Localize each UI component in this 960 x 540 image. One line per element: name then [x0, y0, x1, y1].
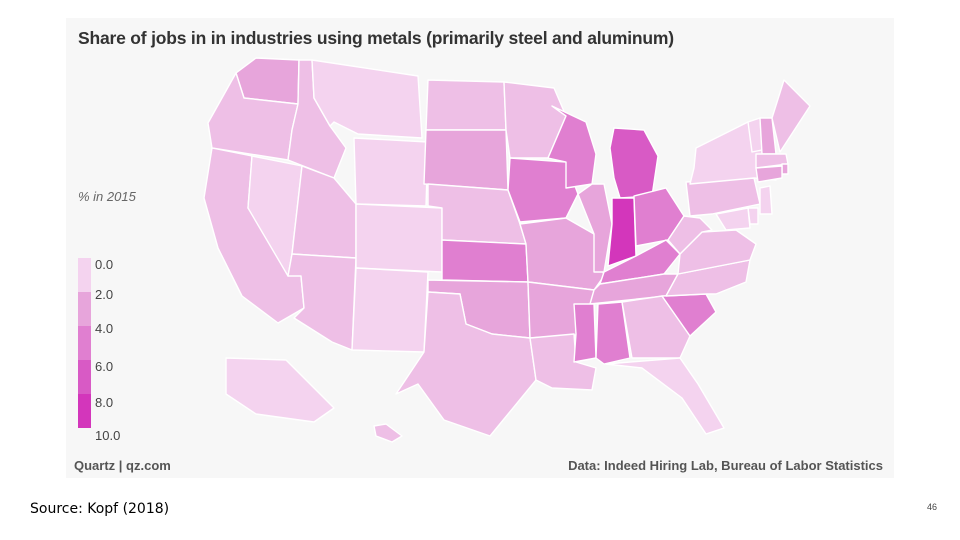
state-mi	[609, 127, 659, 199]
states-layer	[203, 57, 811, 443]
state-mo	[519, 217, 605, 291]
state-il	[577, 183, 613, 273]
map-figure: Share of jobs in in industries using met…	[66, 18, 894, 478]
slide-source-note: Source: Kopf (2018)	[30, 501, 170, 517]
state-fl	[605, 357, 725, 435]
state-md	[715, 207, 751, 231]
legend-swatch	[78, 326, 91, 360]
state-nj	[759, 185, 773, 215]
page-number: 46	[927, 502, 938, 512]
state-sd	[423, 129, 509, 191]
credit-quartz: Quartz | qz.com	[74, 458, 171, 473]
state-me	[771, 79, 811, 153]
state-in	[607, 197, 637, 267]
legend-label: 8.0	[95, 395, 114, 410]
us-choropleth-map	[203, 57, 811, 443]
state-nd	[425, 79, 507, 131]
legend-label: 6.0	[95, 359, 114, 374]
legend-label: 2.0	[95, 287, 114, 302]
state-ak	[225, 357, 335, 423]
state-hi	[373, 423, 403, 443]
state-al	[595, 301, 631, 365]
state-wa	[235, 57, 300, 105]
legend-label: 0.0	[95, 257, 114, 272]
state-ms	[573, 303, 597, 363]
state-ks	[441, 239, 529, 283]
state-wy	[353, 137, 429, 207]
state-mt	[311, 59, 423, 139]
legend-label: 10.0	[95, 428, 121, 443]
state-nm	[351, 267, 429, 353]
credit-data-source: Data: Indeed Hiring Lab, Bureau of Labor…	[568, 458, 883, 473]
legend-swatch	[78, 394, 91, 428]
map-title: Share of jobs in in industries using met…	[78, 28, 674, 48]
color-legend: 0.0 2.0 4.0 6.0 8.0 10.0	[78, 258, 148, 446]
state-ut	[291, 165, 357, 259]
state-ri	[781, 163, 789, 175]
legend-title: % in 2015	[78, 189, 136, 204]
state-ga	[621, 295, 691, 359]
state-wv	[667, 215, 713, 255]
state-ct	[755, 165, 783, 183]
legend-swatch	[78, 292, 91, 326]
state-wi	[547, 105, 597, 189]
legend-label: 4.0	[95, 321, 114, 336]
state-co	[355, 203, 443, 273]
legend-swatch	[78, 258, 91, 292]
legend-swatch	[78, 360, 91, 394]
state-la	[529, 333, 597, 391]
